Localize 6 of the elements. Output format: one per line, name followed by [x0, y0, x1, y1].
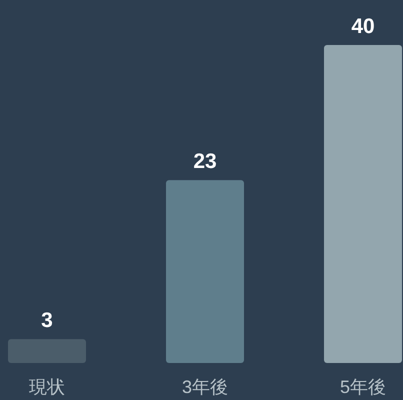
x-tick-label: 3年後: [182, 377, 228, 397]
data-label: 40: [351, 15, 375, 38]
x-tick-label: 現状: [29, 377, 65, 397]
x-tick-label: 5年後: [340, 377, 386, 397]
data-label: 23: [193, 150, 217, 174]
data-label: 3: [41, 309, 53, 332]
